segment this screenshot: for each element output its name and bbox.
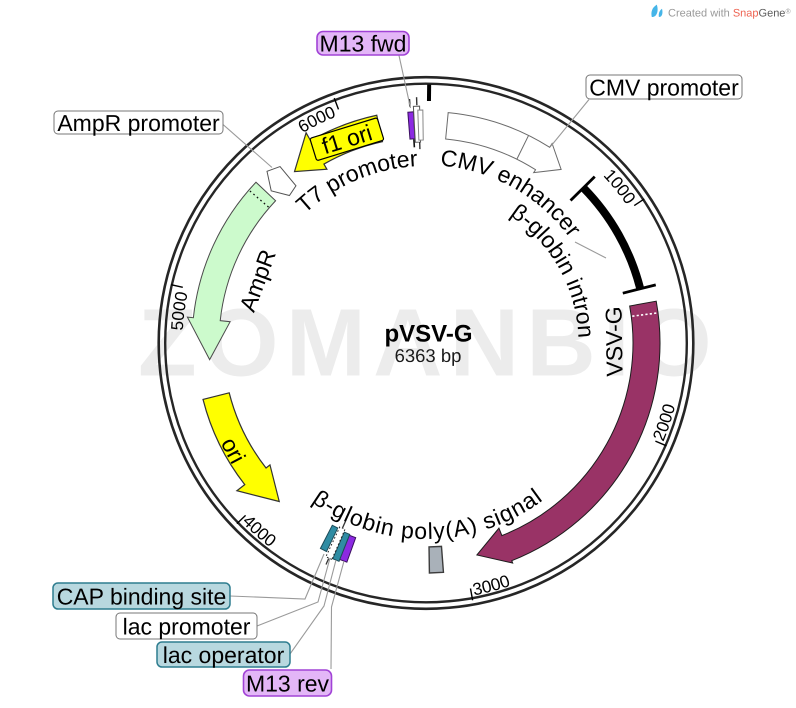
svg-text:AmpR promoter: AmpR promoter bbox=[57, 110, 220, 136]
svg-text:lac operator: lac operator bbox=[163, 642, 285, 668]
svg-text:VSV-G: VSV-G bbox=[600, 306, 627, 377]
svg-text:pVSV-G: pVSV-G bbox=[384, 321, 472, 348]
svg-text:M13 rev: M13 rev bbox=[246, 670, 330, 696]
svg-text:CMV promoter: CMV promoter bbox=[589, 74, 739, 100]
svg-text:M13 fwd: M13 fwd bbox=[320, 31, 407, 57]
svg-text:Created with SnapGene®: Created with SnapGene® bbox=[668, 8, 791, 20]
svg-text:lac promoter: lac promoter bbox=[123, 613, 251, 639]
svg-text:6363 bp: 6363 bp bbox=[395, 345, 462, 366]
svg-text:CAP binding site: CAP binding site bbox=[57, 583, 227, 609]
